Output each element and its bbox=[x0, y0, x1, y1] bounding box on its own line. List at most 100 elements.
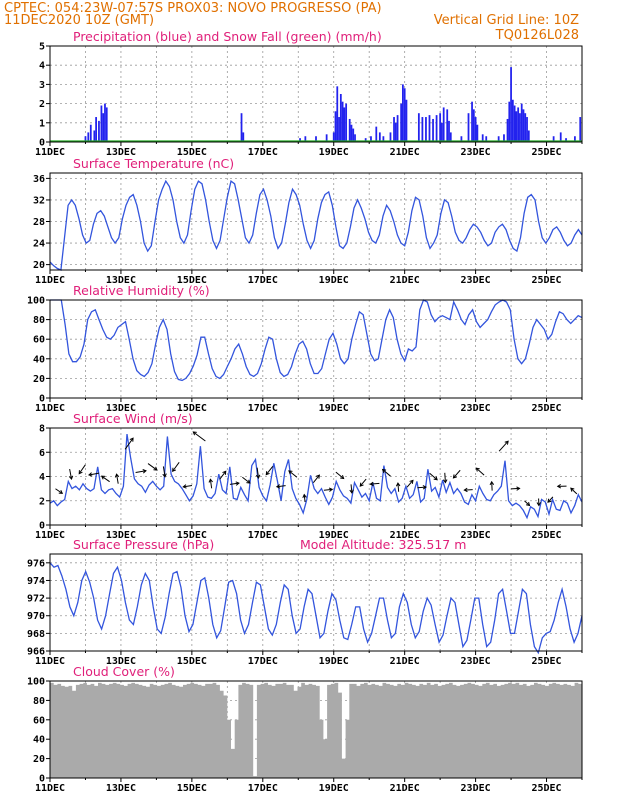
x-tick-label: 15DEC bbox=[177, 783, 207, 794]
wind-arrow bbox=[55, 488, 63, 494]
precip-bar bbox=[446, 109, 449, 142]
header-grid-note: Vertical Grid Line: 10Z bbox=[434, 13, 579, 28]
wind-arrow-head bbox=[265, 471, 270, 476]
precip-bar bbox=[520, 103, 523, 142]
precip-bar bbox=[87, 132, 90, 142]
x-tick-label: 13DEC bbox=[106, 530, 136, 541]
x-tick-label: 17DEC bbox=[248, 783, 278, 794]
wind-arrow-head bbox=[142, 469, 147, 474]
wind-arrow-head bbox=[504, 440, 509, 445]
precip-bar bbox=[515, 111, 518, 142]
wind-arrow bbox=[219, 470, 227, 480]
wind-arrow-head bbox=[463, 487, 468, 493]
precip-bar bbox=[524, 113, 527, 142]
wind-arrow bbox=[69, 468, 72, 480]
precip-bar bbox=[513, 105, 516, 142]
x-tick-label: 25DEC bbox=[531, 275, 561, 286]
y-tick-label: 4 bbox=[39, 61, 45, 72]
panel-pressure: Surface Pressure (hPa) Model Altitude: 3… bbox=[27, 537, 583, 667]
plot-frame bbox=[49, 172, 583, 271]
precip-bar bbox=[467, 113, 470, 142]
wind-arrow bbox=[147, 463, 158, 471]
x-tick-label: 21DEC bbox=[390, 656, 420, 667]
precip-bar bbox=[396, 115, 399, 142]
x-tick-label: 17DEC bbox=[248, 147, 278, 158]
y-tick-label: 5 bbox=[39, 42, 45, 53]
precip-bar bbox=[471, 101, 473, 142]
precip-bar bbox=[474, 117, 477, 142]
wind-arrow-head bbox=[58, 489, 64, 494]
precip-bar bbox=[345, 103, 348, 142]
precip-bar bbox=[364, 138, 367, 142]
y-tick-label: 80 bbox=[33, 696, 45, 707]
precip-bar bbox=[526, 117, 528, 142]
x-tick-label: 19DEC bbox=[319, 147, 349, 158]
y-tick-label: 974 bbox=[27, 576, 45, 587]
y-tick-label: 972 bbox=[27, 594, 45, 605]
precip-bar bbox=[352, 128, 355, 142]
precip-bar bbox=[503, 134, 505, 142]
x-tick-label: 25DEC bbox=[531, 147, 561, 158]
precip-bar bbox=[389, 132, 392, 142]
wind-arrow bbox=[288, 470, 298, 478]
precip-bar bbox=[506, 118, 509, 142]
y-tick-label: 3 bbox=[39, 80, 45, 91]
precip-bar bbox=[370, 136, 372, 142]
precip-bar bbox=[449, 132, 452, 142]
panel-title-humidity: Relative Humidity (%) bbox=[73, 283, 210, 298]
wind-arrow bbox=[417, 486, 427, 489]
precip-bar bbox=[336, 86, 339, 142]
wind-arrow bbox=[370, 482, 380, 485]
precip-bar bbox=[354, 134, 356, 142]
wind-arrow-head bbox=[172, 467, 177, 473]
precip-bar bbox=[559, 132, 562, 142]
precip-bar bbox=[552, 136, 555, 142]
wind-arrow bbox=[498, 440, 509, 452]
precip-bar bbox=[84, 136, 87, 142]
precip-bar bbox=[240, 113, 243, 142]
precip-bar bbox=[334, 111, 337, 142]
series-line-temp bbox=[49, 179, 583, 271]
y-tick-label: 20 bbox=[33, 374, 45, 385]
precip-bar bbox=[350, 124, 353, 142]
y-tick-label: 8 bbox=[39, 424, 45, 435]
wind-arrow bbox=[444, 472, 446, 483]
x-tick-label: 11DEC bbox=[35, 530, 65, 541]
x-tick-label: 11DEC bbox=[35, 403, 65, 414]
y-tick-label: 0 bbox=[39, 774, 45, 785]
y-tick-label: 80 bbox=[33, 315, 45, 326]
x-tick-label: 13DEC bbox=[106, 275, 136, 286]
precip-bar bbox=[95, 117, 97, 142]
panel-wind: Surface Wind (m/s) 0 2 4 6 8 11DEC 13DEC 15DEC 1… bbox=[35, 411, 583, 541]
wind-arrow-head bbox=[88, 472, 93, 477]
x-tick-label: 19DEC bbox=[319, 783, 349, 794]
precip-bar bbox=[517, 107, 520, 142]
wind-arrow bbox=[303, 494, 306, 503]
precip-bar bbox=[460, 136, 463, 142]
x-tick-label: 15DEC bbox=[177, 656, 207, 667]
precip-bar bbox=[402, 84, 404, 142]
wind-arrow bbox=[124, 437, 134, 450]
header-date: 11DEC2020 10Z (GMT) bbox=[4, 13, 154, 28]
wind-arrow bbox=[323, 488, 333, 491]
y-tick-label: 60 bbox=[33, 715, 45, 726]
precip-bar bbox=[98, 120, 100, 142]
wind-arrow-head bbox=[359, 482, 364, 487]
precip-bar bbox=[522, 109, 525, 142]
wind-arrow-head bbox=[302, 493, 307, 499]
plot-frame bbox=[49, 553, 583, 652]
panel-title-pressure: Surface Pressure (hPa) bbox=[73, 537, 214, 552]
wind-arrow-head bbox=[153, 466, 158, 471]
y-tick-label: 24 bbox=[33, 239, 45, 250]
x-tick-label: 19DEC bbox=[319, 656, 349, 667]
x-tick-label: 11DEC bbox=[35, 147, 65, 158]
wind-arrow bbox=[335, 471, 344, 479]
panel-precipitation: Precipitation (blue) and Snow Fall (gree… bbox=[35, 29, 583, 158]
wind-arrow bbox=[406, 480, 414, 488]
precip-bar bbox=[439, 113, 442, 142]
panel-humidity: Relative Humidity (%) 0 20 40 60 80 100 11DEC 1… bbox=[27, 283, 583, 414]
y-tick-label: 976 bbox=[27, 558, 45, 569]
plot-frame bbox=[49, 299, 583, 399]
wind-arrow-head bbox=[526, 501, 531, 507]
x-tick-label: 25DEC bbox=[531, 783, 561, 794]
